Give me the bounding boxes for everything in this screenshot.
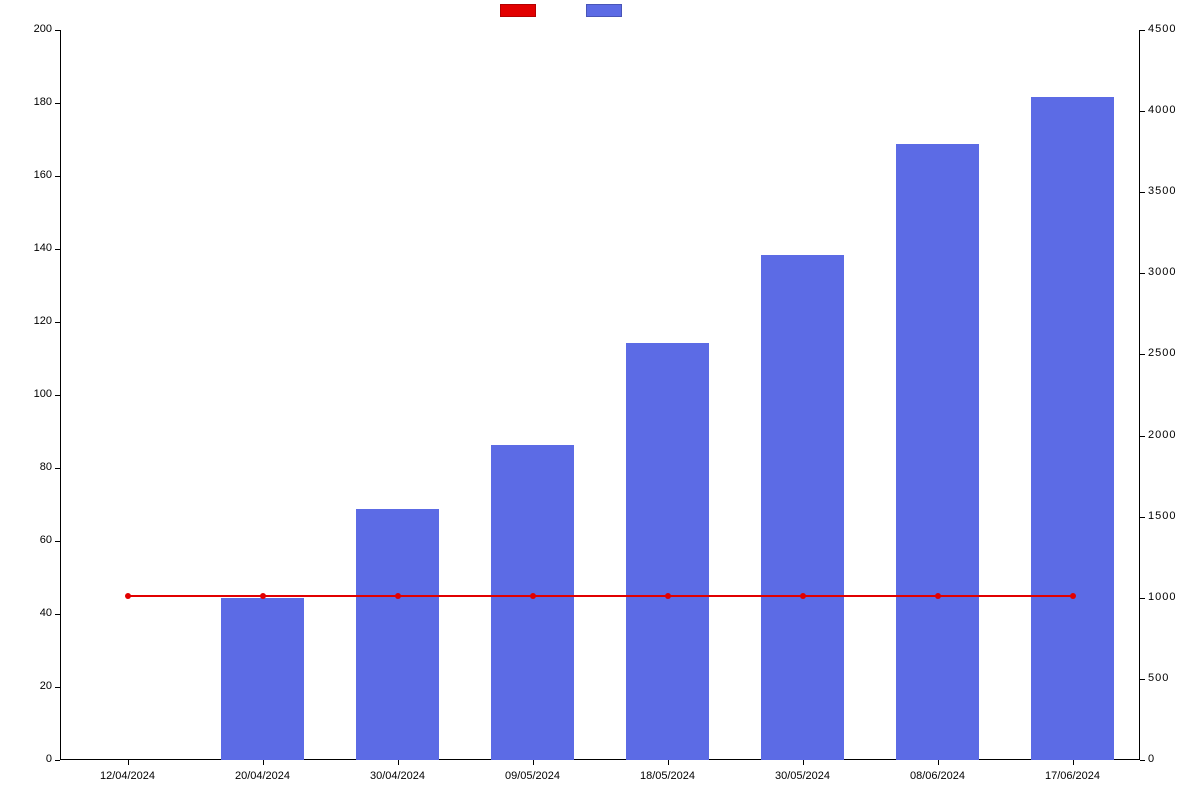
y-left-tick-label: 0 (0, 753, 52, 765)
x-tick (533, 760, 534, 765)
y-left-tick-label: 40 (0, 607, 52, 619)
y-right-spine (1139, 30, 1140, 760)
line-segment (128, 595, 263, 597)
y-left-tick-label: 120 (0, 315, 52, 327)
x-tick (1073, 760, 1074, 765)
y-right-tick (1140, 679, 1145, 680)
y-left-tick (55, 395, 60, 396)
x-tick (938, 760, 939, 765)
line-segment (938, 595, 1073, 597)
y-right-tick (1140, 598, 1145, 599)
y-left-tick-label: 60 (0, 534, 52, 546)
legend-swatch-line (500, 4, 536, 17)
y-right-tick (1140, 436, 1145, 437)
x-tick-label: 12/04/2024 (83, 770, 173, 782)
line-segment (803, 595, 938, 597)
y-left-tick (55, 176, 60, 177)
y-left-tick-label: 180 (0, 96, 52, 108)
y-right-tick-label: 500 (1148, 672, 1169, 684)
y-left-tick (55, 468, 60, 469)
y-right-tick (1140, 192, 1145, 193)
y-right-tick-label: 1000 (1148, 591, 1176, 603)
bar (896, 144, 980, 760)
y-left-tick (55, 687, 60, 688)
legend (500, 4, 622, 17)
x-tick-label: 17/06/2024 (1028, 770, 1118, 782)
line-segment (263, 595, 398, 597)
bar (1031, 97, 1115, 760)
y-left-tick-label: 160 (0, 169, 52, 181)
x-tick (263, 760, 264, 765)
line-segment (533, 595, 668, 597)
y-left-tick-label: 80 (0, 461, 52, 473)
line-marker (125, 593, 131, 599)
line-marker (395, 593, 401, 599)
x-tick-label: 20/04/2024 (218, 770, 308, 782)
x-tick-label: 30/05/2024 (758, 770, 848, 782)
line-marker (530, 593, 536, 599)
x-tick (668, 760, 669, 765)
x-tick-label: 08/06/2024 (893, 770, 983, 782)
y-right-tick-label: 2000 (1148, 429, 1176, 441)
y-left-spine (60, 30, 61, 760)
y-left-tick (55, 249, 60, 250)
y-right-tick-label: 0 (1148, 753, 1155, 765)
y-right-tick-label: 4500 (1148, 23, 1176, 35)
y-right-tick (1140, 517, 1145, 518)
y-left-tick (55, 614, 60, 615)
bar (221, 598, 305, 760)
x-tick-label: 09/05/2024 (488, 770, 578, 782)
line-marker (260, 593, 266, 599)
bar (491, 445, 575, 760)
x-tick (128, 760, 129, 765)
line-marker (665, 593, 671, 599)
bar (761, 255, 845, 760)
bar (626, 343, 710, 760)
y-left-tick-label: 200 (0, 23, 52, 35)
y-left-tick (55, 30, 60, 31)
y-right-tick (1140, 354, 1145, 355)
x-tick-label: 30/04/2024 (353, 770, 443, 782)
legend-item (586, 4, 622, 17)
legend-swatch-bar (586, 4, 622, 17)
y-left-tick (55, 760, 60, 761)
x-tick (803, 760, 804, 765)
legend-item (500, 4, 536, 17)
line-marker (800, 593, 806, 599)
line-marker (935, 593, 941, 599)
y-right-tick-label: 2500 (1148, 347, 1176, 359)
y-right-tick-label: 4000 (1148, 104, 1176, 116)
y-right-tick-label: 3000 (1148, 266, 1176, 278)
x-tick (398, 760, 399, 765)
line-segment (668, 595, 803, 597)
y-right-tick (1140, 30, 1145, 31)
y-left-tick-label: 100 (0, 388, 52, 400)
y-left-tick (55, 541, 60, 542)
y-left-tick-label: 140 (0, 242, 52, 254)
x-tick-label: 18/05/2024 (623, 770, 713, 782)
bar (356, 509, 440, 760)
y-right-tick-label: 1500 (1148, 510, 1176, 522)
y-left-tick (55, 103, 60, 104)
line-marker (1070, 593, 1076, 599)
y-right-tick-label: 3500 (1148, 185, 1176, 197)
line-segment (398, 595, 533, 597)
y-left-tick-label: 20 (0, 680, 52, 692)
y-left-tick (55, 322, 60, 323)
dual-axis-chart: 0204060801001201401601802000500100015002… (0, 0, 1200, 800)
y-right-tick (1140, 273, 1145, 274)
y-right-tick (1140, 111, 1145, 112)
y-right-tick (1140, 760, 1145, 761)
